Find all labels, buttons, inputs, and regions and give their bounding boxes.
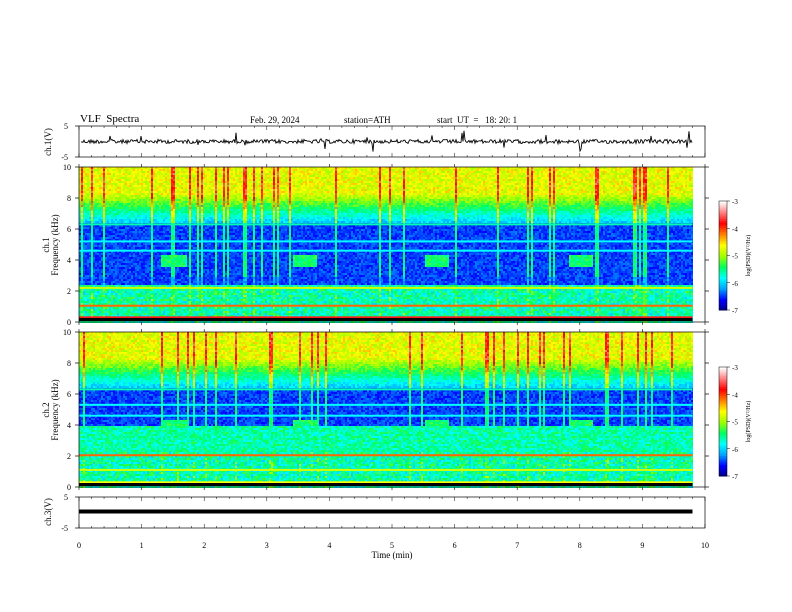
- colorbar-tick-label: -6: [732, 280, 738, 288]
- ytick-label: 10: [63, 328, 71, 337]
- xtick-label: 0: [77, 541, 81, 550]
- xtick-label: 3: [265, 541, 269, 550]
- p3-image-band-3: [79, 415, 692, 417]
- p2-image-band-4: [79, 240, 692, 242]
- ytick-label: 2: [67, 287, 71, 296]
- ch1-spectrogram-image: [79, 167, 705, 323]
- xtick-label: 5: [390, 541, 394, 550]
- p3-image-baseline: [79, 483, 692, 486]
- colorbar-tick-label: -5: [732, 253, 738, 261]
- colorbar-label: log(PSD)(V²/Hz): [745, 235, 752, 276]
- ch2-spectrogram-ylabel: Frequency (kHz): [50, 379, 60, 440]
- colorbar-tick-label: -6: [732, 446, 738, 454]
- ch1-colorbar: -3 -4 -5 -6 -7 log(PSD)(V²/Hz): [719, 198, 752, 315]
- p3-image-band-1: [79, 469, 692, 471]
- ch3-waveform-ylabel: ch.3(V): [43, 498, 53, 526]
- ch2-colorbar: -3 -4 -5 -6 -7 log(PSD)(V²/Hz): [719, 364, 752, 481]
- ytick-label: 0: [67, 318, 71, 327]
- colorbar-tick-label: -3: [732, 198, 738, 206]
- ch1-ytick-top: 5: [64, 122, 68, 131]
- colorbar-tick-label: -3: [732, 364, 738, 372]
- xtick-label: 4: [327, 541, 331, 550]
- ytick-label: 4: [67, 256, 71, 265]
- ytick-label: 2: [67, 452, 71, 461]
- ch1-waveform-series-line: [81, 131, 692, 152]
- p3-image-band-4: [79, 404, 692, 406]
- ytick-label: 8: [67, 359, 71, 368]
- xtick-label: 9: [640, 541, 644, 550]
- time-axis-tick-labels: 0 1 2 3 4 5 6 7 8 9 10: [77, 541, 709, 550]
- colorbar-tick-label: -7: [732, 307, 738, 315]
- xtick-label: 8: [578, 541, 582, 550]
- ytick-label: 4: [67, 421, 71, 430]
- ch1-ytick-bottom: -5: [61, 153, 68, 162]
- ch1-waveform-trace: [81, 131, 692, 152]
- ch1-waveform-ylabel: ch.1(V): [43, 128, 53, 156]
- p2-image-band-5: [79, 223, 692, 225]
- p2-image-band-3: [79, 250, 692, 252]
- ch2-spectrogram-image: [79, 332, 705, 488]
- ch3-ytick-top: 5: [64, 493, 68, 502]
- ch3-waveform-trace: [79, 510, 692, 514]
- xtick-label: 6: [453, 541, 457, 550]
- colorbar-tick-label: -5: [732, 419, 738, 427]
- ytick-label: 10: [63, 163, 71, 172]
- xtick-label: 10: [701, 541, 709, 550]
- ch1-waveform-panel: 5 -5 ch.1(V): [43, 122, 705, 162]
- p3-image-band-5: [79, 388, 692, 390]
- p2-image-band-0: [79, 305, 692, 307]
- colorbar-tick-label: -4: [732, 391, 738, 399]
- colorbar-tick-label: -7: [732, 473, 738, 481]
- xtick-label: 1: [140, 541, 144, 550]
- ch1-spectrogram-ytick-labels: 0 2 4 6 8 10: [63, 163, 71, 327]
- ch3-waveform-panel: 5 -5 ch.3(V) 0 1 2 3 4 5 6 7 8 9 10 Time (min): [43, 493, 709, 560]
- xtick-label: 7: [515, 541, 519, 550]
- ch1-spectrogram-ylabel: Frequency (kHz): [50, 214, 60, 275]
- ytick-label: 6: [67, 225, 71, 234]
- p2-image-baseline: [79, 318, 692, 321]
- ytick-label: 8: [67, 194, 71, 203]
- ch2-spectrogram-ytick-labels: 0 2 4 6 8 10: [63, 328, 71, 492]
- ch3-ytick-bottom: -5: [61, 524, 68, 533]
- ytick-label: 6: [67, 390, 71, 399]
- p2-image-band-2: [79, 287, 692, 289]
- p3-image-band-0: [79, 454, 692, 456]
- time-axis-label: Time (min): [372, 550, 413, 560]
- colorbar-tick-label: -4: [732, 225, 738, 233]
- colorbar-label: log(PSD)(V²/Hz): [745, 401, 752, 442]
- ytick-label: 0: [67, 483, 71, 492]
- xtick-label: 2: [202, 541, 206, 550]
- ch3-waveform-series-line: [79, 510, 692, 514]
